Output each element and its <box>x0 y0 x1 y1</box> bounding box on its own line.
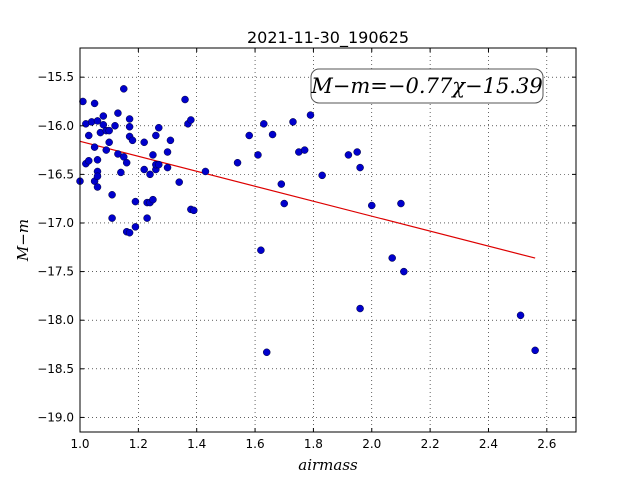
data-point <box>353 148 361 156</box>
data-point <box>122 158 131 167</box>
fit-line-group <box>79 140 536 259</box>
data-point <box>99 112 108 120</box>
data-point <box>268 130 277 139</box>
y-axis-label: M−m <box>14 219 32 262</box>
data-point <box>516 311 525 320</box>
data-point <box>108 191 116 199</box>
plot-frame <box>79 47 577 433</box>
data-point <box>117 168 125 177</box>
x-tick-label: 2.2 <box>421 437 440 451</box>
x-tick-label: 1.6 <box>246 437 265 451</box>
data-point <box>245 131 253 140</box>
data-point <box>155 160 163 169</box>
data-point <box>102 146 111 154</box>
data-point <box>90 99 99 108</box>
data-point <box>280 199 288 208</box>
data-point <box>260 120 268 128</box>
x-tick-label: 2.0 <box>362 437 381 451</box>
data-point <box>356 304 364 313</box>
y-tick-label: −16.5 <box>37 167 74 181</box>
data-point <box>344 151 353 159</box>
data-point <box>111 122 119 130</box>
data-point <box>114 109 122 117</box>
data-point <box>201 167 210 176</box>
data-point <box>149 195 157 204</box>
data-point <box>146 170 154 179</box>
data-point <box>125 115 134 123</box>
data-point <box>105 138 113 147</box>
data-point <box>125 228 134 237</box>
data-point <box>131 223 140 231</box>
plot-area-background <box>80 48 576 432</box>
data-point <box>306 111 315 119</box>
data-point <box>79 97 87 106</box>
data-point <box>233 158 242 167</box>
data-point <box>131 197 140 206</box>
x-tick-labels: 1.0 1.2 1.4 1.6 1.8 2.0 2.2 2.4 2.6 <box>70 437 556 451</box>
data-point <box>166 136 175 145</box>
y-tick-label: −17.5 <box>37 265 74 279</box>
data-point <box>175 178 183 186</box>
fit-equation-annotation: M−m=−0.77χ−15.39 <box>310 68 544 104</box>
data-point <box>143 214 151 222</box>
x-tick-label: 1.0 <box>70 437 89 451</box>
data-point <box>108 214 116 222</box>
data-point <box>388 254 396 262</box>
data-point <box>93 172 102 181</box>
data-point <box>187 116 195 124</box>
data-point <box>85 157 93 165</box>
data-point <box>152 131 160 140</box>
y-tick-label: −19.0 <box>37 410 74 424</box>
data-point <box>318 171 326 180</box>
data-point <box>93 156 102 164</box>
data-point <box>105 126 113 135</box>
x-axis-label: airmass <box>298 456 358 474</box>
data-point <box>531 346 539 355</box>
x-tick-label: 1.2 <box>129 437 148 451</box>
data-point <box>140 165 148 174</box>
data-point <box>125 122 134 131</box>
data-point <box>257 246 265 254</box>
data-point <box>93 117 102 125</box>
data-point <box>128 136 137 145</box>
fit-line <box>79 140 536 259</box>
data-point <box>90 143 99 151</box>
y-tick-label: −18.0 <box>37 313 74 327</box>
data-point <box>254 151 262 159</box>
data-point <box>289 118 297 126</box>
y-tick-labels: −15.5 −16.0 −16.5 −17.0 −17.5 −18.0 −18.5 −19.0 <box>37 70 74 424</box>
data-point <box>93 183 102 191</box>
data-point <box>120 85 128 93</box>
data-point <box>163 163 172 172</box>
y-tick-label: −15.5 <box>37 70 74 84</box>
annotation-box <box>310 68 544 104</box>
grid-lines <box>79 48 576 432</box>
data-point <box>368 201 376 210</box>
x-tick-label: 2.6 <box>537 437 556 451</box>
data-point <box>163 148 172 156</box>
annotation-text: M−m=−0.77χ−15.39 <box>310 74 542 98</box>
data-point <box>155 123 163 132</box>
x-tick-label: 1.4 <box>187 437 206 451</box>
data-point <box>149 151 157 159</box>
axis-ticks <box>79 48 576 432</box>
y-tick-label: −16.0 <box>37 119 74 133</box>
data-points <box>76 85 539 357</box>
data-point <box>190 206 198 215</box>
data-point <box>85 131 93 140</box>
data-point <box>181 95 189 104</box>
data-point <box>262 348 271 357</box>
data-point <box>400 267 408 276</box>
data-point <box>397 199 405 208</box>
x-tick-label: 2.4 <box>479 437 498 451</box>
data-point <box>140 138 148 147</box>
data-point <box>356 163 364 172</box>
x-tick-label: 1.8 <box>304 437 323 451</box>
data-point <box>277 180 286 188</box>
y-tick-label: −17.0 <box>37 216 74 230</box>
data-point <box>300 146 309 154</box>
chart-title: 2021-11-30_190625 <box>247 28 409 48</box>
y-tick-label: −18.5 <box>37 362 74 376</box>
